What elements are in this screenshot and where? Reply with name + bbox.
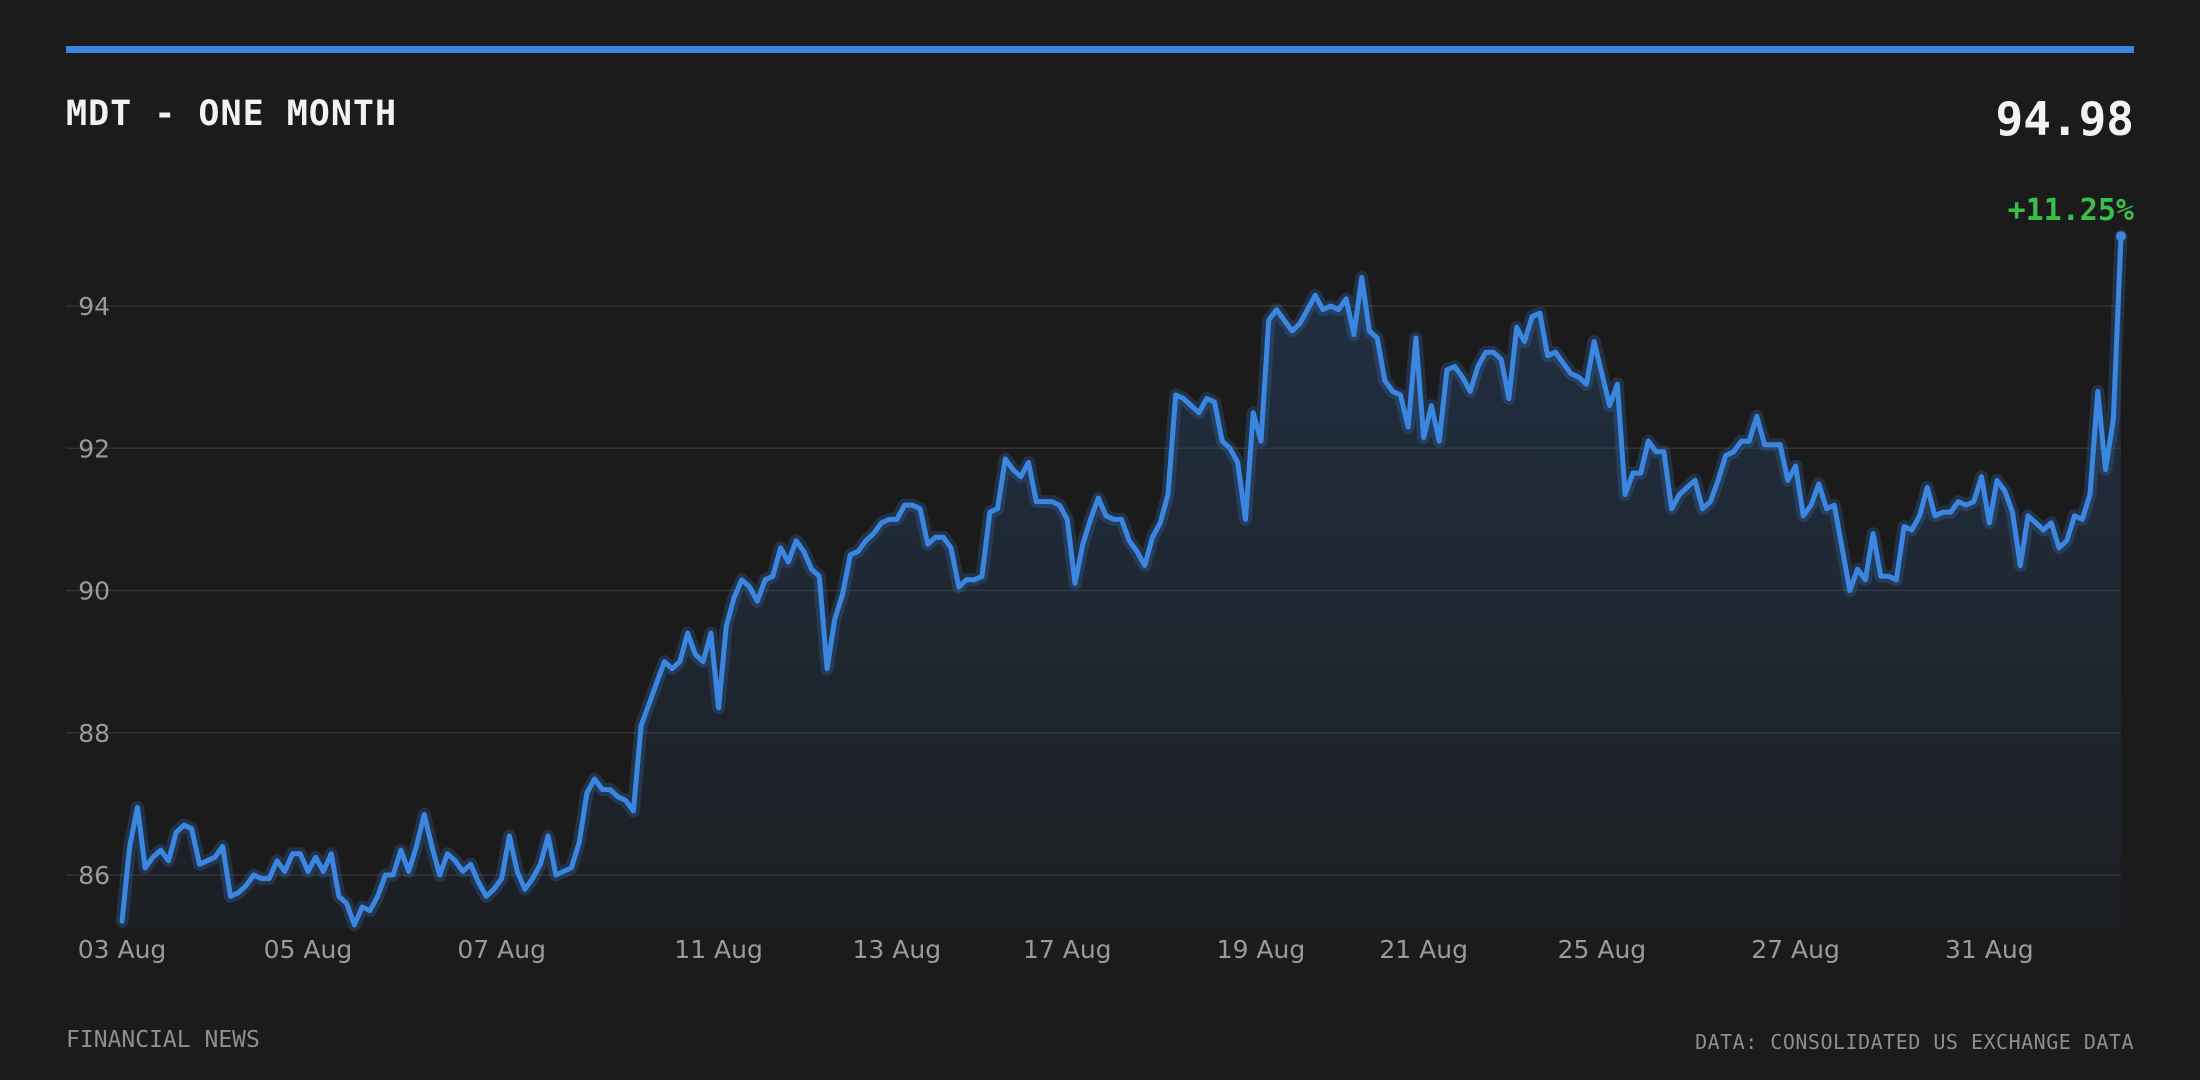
footer-data-credit: DATA: CONSOLIDATED US EXCHANGE DATA [1695,1030,2134,1054]
price-area-fill [122,236,2121,929]
y-tick-label: 90 [78,577,110,606]
y-tick-label: 88 [78,719,110,748]
x-tick-label: 17 Aug [1023,935,1112,964]
x-axis-ticks: 03 Aug 05 Aug 07 Aug 11 Aug 13 Aug 17 Aug 19 A… [78,935,2034,964]
x-tick-label: 21 Aug [1379,935,1468,964]
y-tick-label: 92 [78,434,110,463]
x-tick-label: 13 Aug [853,935,942,964]
y-axis-ticks: 86 88 90 92 94 [78,292,110,890]
line-chart: 86 88 90 92 94 03 Aug 05 Aug 07 Aug 11 Aug 13 Au… [66,229,2128,964]
y-tick-label: 86 [78,861,110,890]
x-tick-label: 03 Aug [78,935,167,964]
x-tick-label: 05 Aug [264,935,353,964]
price-change: +11.25% [2007,193,2134,228]
chart-title: MDT - ONE MONTH [66,94,398,134]
x-tick-label: 11 Aug [674,935,763,964]
accent-bar [66,46,2134,53]
footer-source-left: FINANCIAL NEWS [66,1027,260,1053]
x-tick-label: 19 Aug [1217,935,1306,964]
current-price: 94.98 [1995,92,2134,146]
x-tick-label: 27 Aug [1751,935,1840,964]
price-line [119,233,2124,928]
y-tick-label: 94 [78,292,110,321]
x-tick-label: 25 Aug [1558,935,1647,964]
x-tick-label: 07 Aug [457,935,546,964]
x-tick-label: 31 Aug [1945,935,2034,964]
last-price-marker [2116,231,2126,242]
